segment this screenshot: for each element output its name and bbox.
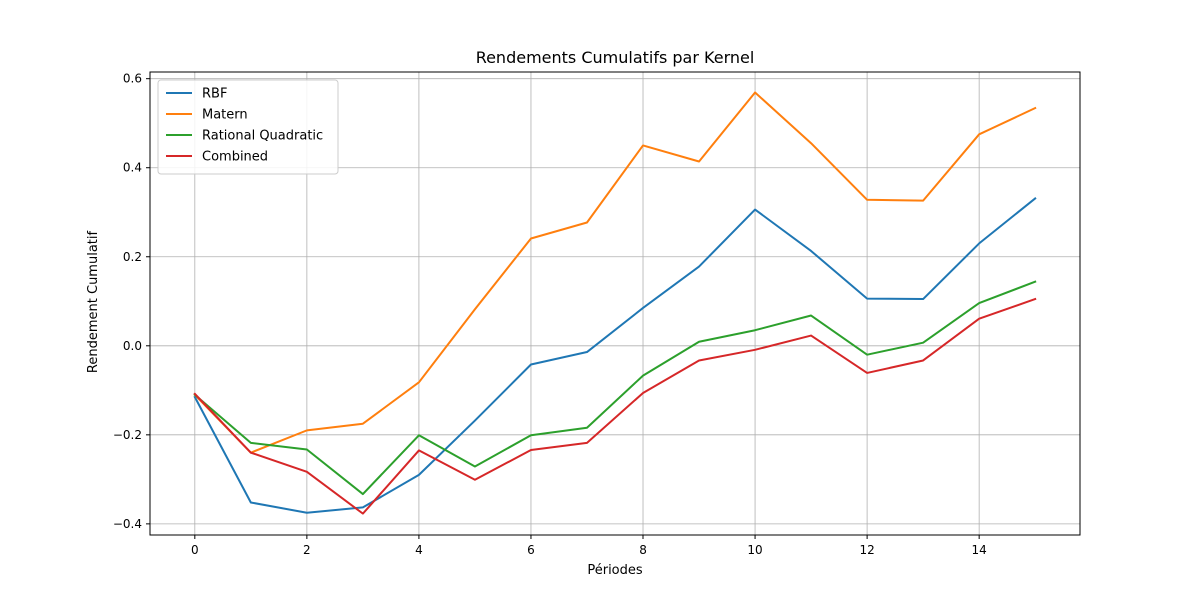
legend-label-matern: Matern (202, 108, 248, 123)
series-lines (193, 91, 1037, 515)
x-tick-label: 0 (191, 543, 199, 557)
axes-frame (149, 71, 1081, 536)
x-tick-label: 4 (415, 543, 423, 557)
grid (150, 72, 1080, 535)
series-line-rbf (193, 197, 1037, 514)
y-tick-label: 0.2 (123, 250, 142, 264)
x-axis-label: Périodes (587, 563, 643, 578)
legend-label-combined: Combined (202, 150, 268, 165)
axis-ticks: 0 2 4 6 8 10 12 14 −0.4 −0.2 0.0 0.2 0.4 0.6 (113, 72, 987, 557)
chart-title: Rendements Cumulatifs par Kernel (476, 48, 755, 67)
legend-label-rbf: RBF (202, 87, 227, 102)
x-tick-label: 14 (972, 543, 987, 557)
y-axis-label: Rendement Cumulatif (86, 231, 101, 374)
legend: RBF Matern Rational Quadratic Combined (157, 79, 339, 175)
y-tick-label: −0.4 (113, 517, 142, 531)
series-line-combined (193, 297, 1037, 515)
legend-label-rational-quadratic: Rational Quadratic (202, 129, 323, 144)
x-tick-label: 10 (747, 543, 762, 557)
series-line-matern (193, 91, 1037, 454)
x-tick-label: 6 (527, 543, 535, 557)
y-tick-label: 0.6 (123, 72, 142, 86)
y-tick-label: 0.4 (123, 161, 142, 175)
x-tick-label: 8 (639, 543, 647, 557)
series-line-rational-quadratic (193, 280, 1037, 496)
x-tick-label: 2 (303, 543, 311, 557)
y-tick-label: −0.2 (113, 428, 142, 442)
y-tick-label: 0.0 (123, 339, 142, 353)
legend-box (157, 79, 339, 175)
x-tick-label: 12 (859, 543, 874, 557)
plot-frame (149, 71, 1081, 536)
